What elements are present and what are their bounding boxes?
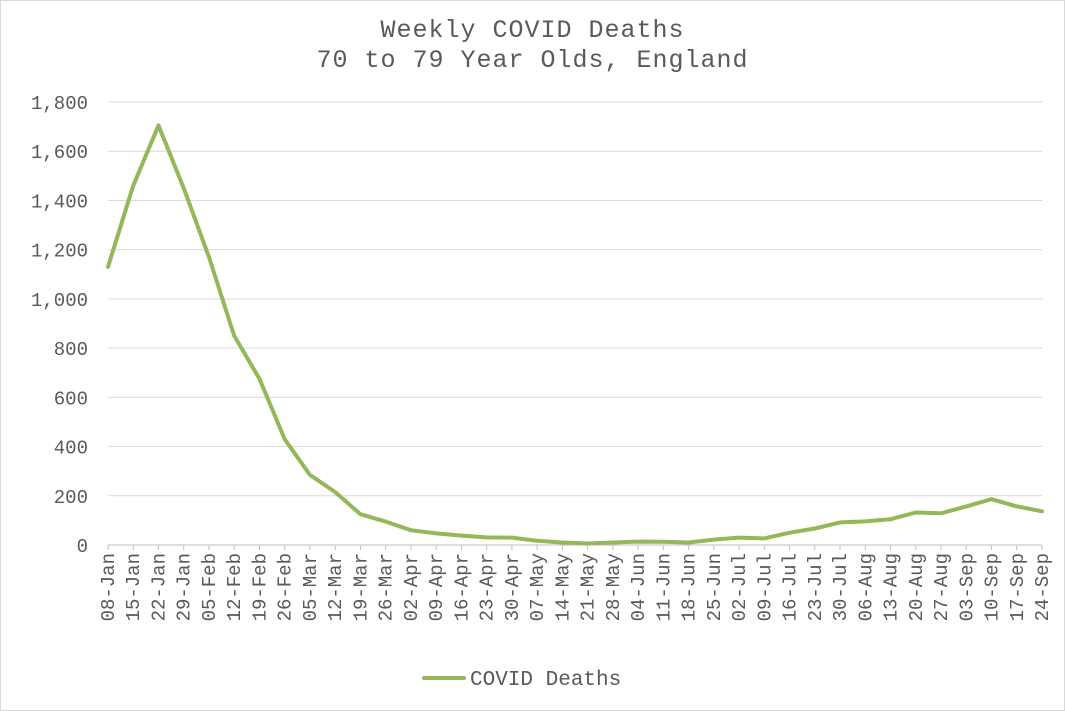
x-tick-label: 16-Jul	[780, 553, 802, 621]
x-tick-label: 26-Mar	[376, 553, 398, 621]
y-tick-label: 800	[54, 339, 88, 361]
legend: COVID Deaths	[422, 669, 621, 692]
x-tick-label: 23-Jul	[805, 553, 827, 621]
x-tick-label: 21-May	[578, 553, 600, 621]
y-tick-label: 600	[54, 388, 88, 410]
y-tick-label: 0	[77, 536, 88, 558]
chart-title: Weekly COVID Deaths	[380, 16, 685, 45]
x-tick-label: 19-Mar	[350, 553, 372, 621]
y-tick-label: 1,200	[31, 241, 88, 263]
x-tick-label: 04-Jun	[628, 553, 650, 621]
x-tick-label: 16-Apr	[451, 553, 473, 621]
x-tick-label: 19-Feb	[249, 553, 271, 621]
y-tick-label: 1,000	[31, 290, 88, 312]
y-tick-label: 200	[54, 487, 88, 509]
x-tick-label: 08-Jan	[98, 553, 120, 621]
x-tick-label: 10-Sep	[982, 553, 1004, 621]
y-tick-label: 1,800	[31, 93, 88, 115]
x-tick-label: 24-Sep	[1032, 553, 1054, 621]
chart-subtitle: 70 to 79 Year Olds, England	[316, 46, 749, 75]
x-tick-label: 02-Apr	[401, 553, 423, 621]
x-tick-label: 28-May	[603, 553, 625, 621]
x-tick-label: 17-Sep	[1007, 553, 1029, 621]
x-tick-label: 09-Jul	[754, 553, 776, 621]
y-tick-label: 400	[54, 438, 88, 460]
axes: 0 200 400 600 800 1,000 1,200 1,400 1,600 1,800 08…	[31, 93, 1054, 621]
x-tick-label: 20-Aug	[906, 553, 928, 621]
y-tick-label: 1,600	[31, 142, 88, 164]
x-tick-label: 30-Apr	[502, 553, 524, 621]
x-tick-label: 05-Feb	[199, 553, 221, 621]
x-tick-label: 06-Aug	[855, 553, 877, 621]
series-line	[106, 123, 1044, 546]
x-tick-label: 29-Jan	[174, 553, 196, 621]
x-tick-label: 23-Apr	[477, 553, 499, 621]
gridlines	[108, 101, 1042, 497]
x-tick-label: 09-Apr	[426, 553, 448, 621]
x-tick-label: 05-Mar	[300, 553, 322, 621]
x-tick-label: 30-Jul	[830, 553, 852, 621]
x-tick-label: 18-Jun	[679, 553, 701, 621]
x-tick-label: 14-May	[552, 553, 574, 621]
x-tick-label: 27-Aug	[931, 553, 953, 621]
y-tick-label: 1,400	[31, 191, 88, 213]
x-tick-label: 26-Feb	[275, 553, 297, 621]
x-tick-label: 15-Jan	[123, 553, 145, 621]
x-tick-label: 11-Jun	[653, 553, 675, 621]
legend-label: COVID Deaths	[470, 669, 621, 692]
series-lines	[106, 123, 1044, 546]
x-tick-label: 22-Jan	[148, 553, 170, 621]
x-tick-label: 03-Sep	[956, 553, 978, 621]
x-tick-label: 02-Jul	[729, 553, 751, 621]
x-tick-label: 12-Mar	[325, 553, 347, 621]
x-tick-label: 13-Aug	[881, 553, 903, 621]
x-tick-label: 07-May	[527, 553, 549, 621]
x-tick-label: 12-Feb	[224, 553, 246, 621]
x-tick-label: 25-Jun	[704, 553, 726, 621]
